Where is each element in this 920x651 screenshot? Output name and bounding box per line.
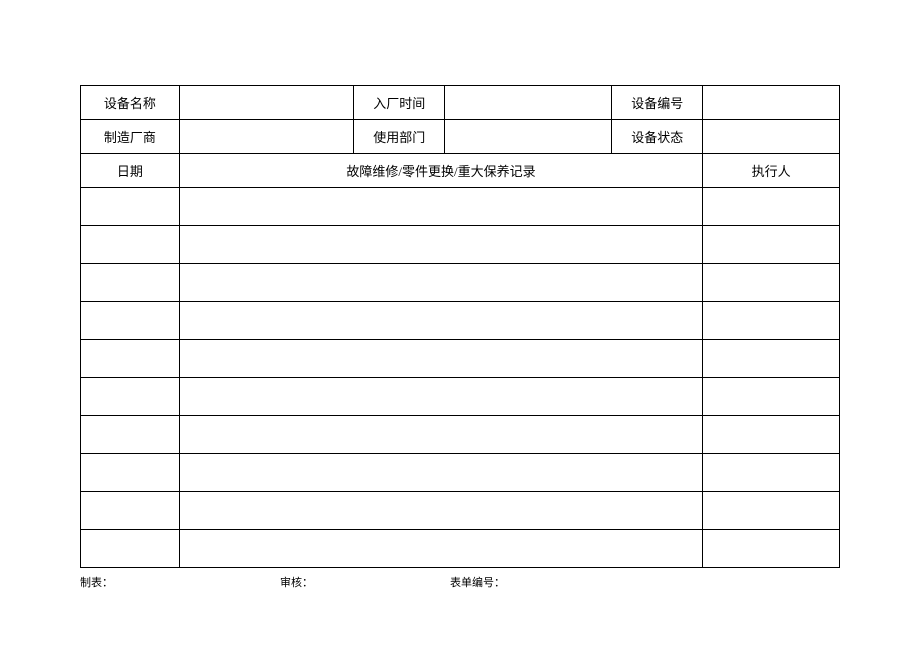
value-entry-time — [445, 86, 612, 120]
label-device-name: 设备名称 — [81, 86, 180, 120]
table-row — [81, 226, 840, 264]
footer-form-no: 表单编号： — [450, 574, 620, 590]
cell-record — [179, 492, 703, 530]
cell-date — [81, 492, 180, 530]
value-department — [445, 120, 612, 154]
value-device-status — [703, 120, 840, 154]
cell-date — [81, 302, 180, 340]
table-row — [81, 378, 840, 416]
column-header-row: 日期 故障维修/零件更换/重大保养记录 执行人 — [81, 154, 840, 188]
cell-record — [179, 302, 703, 340]
cell-date — [81, 188, 180, 226]
table-row — [81, 530, 840, 568]
table-row — [81, 416, 840, 454]
cell-executor — [703, 530, 840, 568]
cell-date — [81, 264, 180, 302]
cell-executor — [703, 226, 840, 264]
cell-executor — [703, 188, 840, 226]
cell-date — [81, 454, 180, 492]
cell-record — [179, 416, 703, 454]
footer-reviewer: 审核： — [280, 574, 450, 590]
header-row-1: 设备名称 入厂时间 设备编号 — [81, 86, 840, 120]
cell-record — [179, 378, 703, 416]
cell-executor — [703, 454, 840, 492]
label-device-status: 设备状态 — [612, 120, 703, 154]
cell-date — [81, 378, 180, 416]
table-row — [81, 492, 840, 530]
cell-record — [179, 530, 703, 568]
cell-executor — [703, 264, 840, 302]
cell-date — [81, 530, 180, 568]
value-device-number — [703, 86, 840, 120]
label-manufacturer: 制造厂商 — [81, 120, 180, 154]
table-row — [81, 188, 840, 226]
col-record: 故障维修/零件更换/重大保养记录 — [179, 154, 703, 188]
cell-executor — [703, 302, 840, 340]
table-row — [81, 264, 840, 302]
table-row — [81, 340, 840, 378]
cell-executor — [703, 378, 840, 416]
cell-record — [179, 226, 703, 264]
table-row — [81, 302, 840, 340]
footer-preparer: 制表： — [80, 574, 280, 590]
value-device-name — [179, 86, 354, 120]
cell-record — [179, 340, 703, 378]
col-date: 日期 — [81, 154, 180, 188]
label-entry-time: 入厂时间 — [354, 86, 445, 120]
header-row-2: 制造厂商 使用部门 设备状态 — [81, 120, 840, 154]
cell-record — [179, 264, 703, 302]
form-footer: 制表： 审核： 表单编号： — [80, 574, 840, 590]
cell-executor — [703, 492, 840, 530]
table-row — [81, 454, 840, 492]
label-department: 使用部门 — [354, 120, 445, 154]
equipment-form-table: 设备名称 入厂时间 设备编号 制造厂商 使用部门 设备状态 日期 故障维修/零件… — [80, 85, 840, 568]
cell-date — [81, 340, 180, 378]
cell-executor — [703, 340, 840, 378]
col-executor: 执行人 — [703, 154, 840, 188]
cell-date — [81, 226, 180, 264]
value-manufacturer — [179, 120, 354, 154]
cell-record — [179, 454, 703, 492]
cell-executor — [703, 416, 840, 454]
cell-record — [179, 188, 703, 226]
cell-date — [81, 416, 180, 454]
label-device-number: 设备编号 — [612, 86, 703, 120]
